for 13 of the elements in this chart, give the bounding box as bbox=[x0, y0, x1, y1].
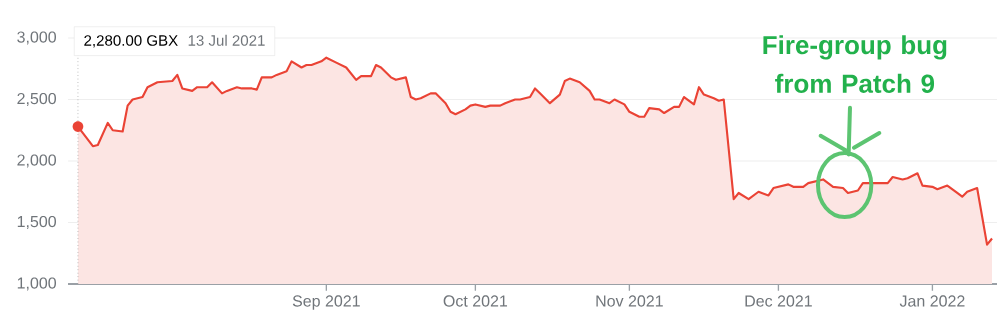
y-tick-label: 3,000 bbox=[17, 31, 57, 45]
x-tick-label: Jan 2022 bbox=[899, 295, 965, 307]
annotation: 13 Jul 2021 bbox=[188, 34, 265, 46]
x-tick-label: Nov 2021 bbox=[596, 295, 663, 307]
annotation: Fire-group bug from Patch 9 bbox=[763, 35, 947, 93]
x-tick-label: Dec 2021 bbox=[745, 295, 812, 307]
annotation: 2,280.00 GBX bbox=[84, 35, 178, 48]
y-tick-label: 1,500 bbox=[17, 215, 57, 230]
x-tick-label: Sep 2021 bbox=[292, 295, 360, 310]
y-tick-label: 2,000 bbox=[17, 154, 57, 168]
y-tick-label: 2,500 bbox=[17, 92, 57, 107]
y-tick-label: 1,000 bbox=[17, 277, 57, 291]
x-tick-label: Oct 2021 bbox=[443, 295, 508, 307]
